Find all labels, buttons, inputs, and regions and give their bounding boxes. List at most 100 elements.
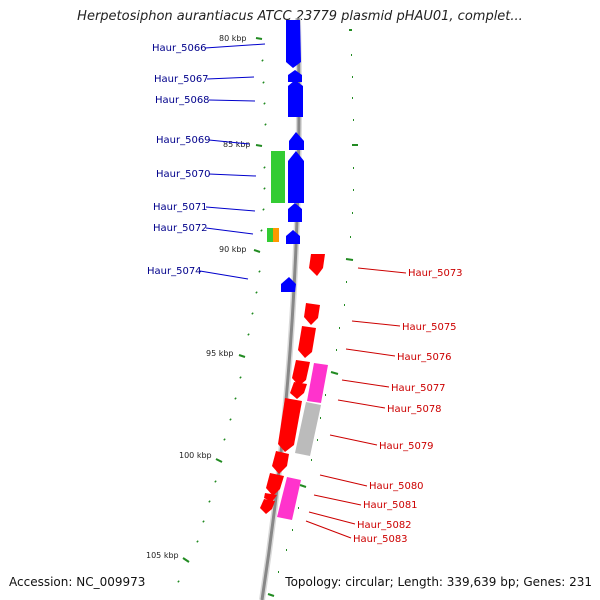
rna-haur-5072: [267, 228, 273, 242]
gene-label: Haur_5080: [369, 481, 424, 492]
forward-genes: [281, 20, 304, 292]
rna-haur-5070: [271, 151, 285, 203]
gene-label: Haur_5074: [147, 266, 202, 277]
kbp-tick: [255, 37, 263, 40]
gene-label: Haur_5071: [153, 202, 208, 213]
topology-label: Topology: circular; Length: 339,639 bp; …: [285, 575, 592, 589]
gene-label: Haur_5076: [397, 352, 452, 363]
kbp-tick: [215, 458, 223, 463]
minor-tick: [251, 312, 254, 315]
minor-tick: [261, 59, 264, 62]
gene-haur-5080: [266, 473, 284, 496]
gene-label: Haur_5066: [152, 43, 207, 54]
minor-tick: [208, 500, 211, 503]
minor-tick: [260, 229, 263, 232]
gene-haur-5077a: [292, 360, 310, 386]
gene-haur-5076: [298, 326, 316, 358]
gene-label: Haur_5078: [387, 404, 442, 415]
leader-line: [313, 494, 362, 506]
kbp-label: 105 kbp: [146, 551, 179, 560]
map-title: Herpetosiphon aurantiacus ATCC 23779 pla…: [77, 9, 523, 24]
gene-haur-5066: [286, 20, 301, 68]
leader-line: [205, 206, 256, 212]
leader-line: [205, 227, 254, 235]
gene-haur-5079: [272, 451, 289, 474]
pink-haur-5077: [307, 363, 328, 403]
gene-haur-5068: [288, 80, 303, 117]
rna-genes: [267, 151, 285, 242]
gene-haur-5073: [309, 254, 325, 276]
gene-haur-5077b: [290, 382, 307, 399]
gene-haur-5069: [289, 132, 304, 150]
minor-tick: [330, 371, 339, 375]
gene-label: Haur_5082: [357, 520, 412, 531]
orange-haur-5072: [273, 228, 279, 242]
leader-line: [329, 434, 378, 446]
minor-tick: [177, 580, 180, 583]
minor-ticks-left: [177, 59, 267, 583]
gene-haur-5082: [260, 499, 275, 514]
leader-line: [357, 267, 407, 274]
minor-ticks-right: [267, 29, 358, 597]
minor-tick: [247, 333, 250, 336]
minor-tick: [262, 81, 265, 84]
left-leaders: [199, 43, 266, 280]
grey-haur-5078: [295, 402, 321, 456]
minor-tick: [234, 397, 237, 400]
gene-label: Haur_5067: [154, 74, 209, 85]
gene-label: Haur_5069: [156, 135, 211, 146]
minor-tick: [263, 102, 266, 105]
minor-tick: [267, 593, 275, 597]
gene-haur-5074: [281, 277, 296, 292]
kbp-ticks: [182, 37, 263, 563]
kbp-label: 90 kbp: [219, 245, 247, 254]
minor-tick: [299, 484, 307, 488]
gene-haur-5070: [288, 151, 304, 203]
gene-label: Haur_5081: [363, 500, 418, 511]
other-genes: [277, 363, 328, 520]
accession-label: Accession: NC_009973: [9, 575, 146, 589]
minor-tick: [263, 187, 266, 190]
gene-label: Haur_5072: [153, 223, 208, 234]
reverse-genes: [260, 254, 325, 514]
kbp-label: 100 kbp: [179, 451, 212, 460]
leader-line: [341, 379, 390, 388]
minor-tick: [345, 258, 354, 261]
leader-line: [351, 320, 401, 327]
gene-label: Haur_5075: [402, 322, 457, 333]
minor-tick: [262, 208, 265, 211]
minor-tick: [214, 480, 217, 483]
gene-haur-5078: [278, 398, 302, 452]
kbp-tick: [238, 354, 246, 358]
leader-line: [204, 43, 266, 49]
leader-line: [208, 139, 250, 145]
gene-label: Haur_5068: [155, 95, 210, 106]
minor-tick: [263, 166, 266, 169]
gene-haur-5072: [286, 230, 300, 244]
leader-line: [199, 270, 249, 280]
gene-haur-5067: [288, 70, 302, 82]
kbp-label: 95 kbp: [206, 349, 234, 358]
kbp-tick: [182, 557, 190, 563]
leader-line: [337, 399, 386, 409]
gene-label: Haur_5073: [408, 268, 463, 279]
leader-line: [305, 520, 352, 539]
kbp-tick: [255, 144, 263, 147]
gene-haur-5071: [288, 203, 302, 222]
gene-label: Haur_5079: [379, 441, 434, 452]
minor-tick: [196, 540, 199, 543]
pink-haur-5083: [277, 477, 301, 520]
gene-label: Haur_5077: [391, 383, 446, 394]
minor-tick: [239, 376, 242, 379]
minor-tick: [264, 123, 267, 126]
minor-tick: [229, 418, 232, 421]
minor-tick: [258, 270, 261, 273]
gene-haur-5081: [264, 493, 277, 502]
leader-line: [208, 173, 257, 177]
gene-label: Haur_5070: [156, 169, 211, 180]
leader-line: [208, 99, 256, 102]
kbp-tick: [253, 249, 261, 253]
minor-tick: [202, 520, 205, 523]
gene-haur-5075: [304, 303, 320, 325]
